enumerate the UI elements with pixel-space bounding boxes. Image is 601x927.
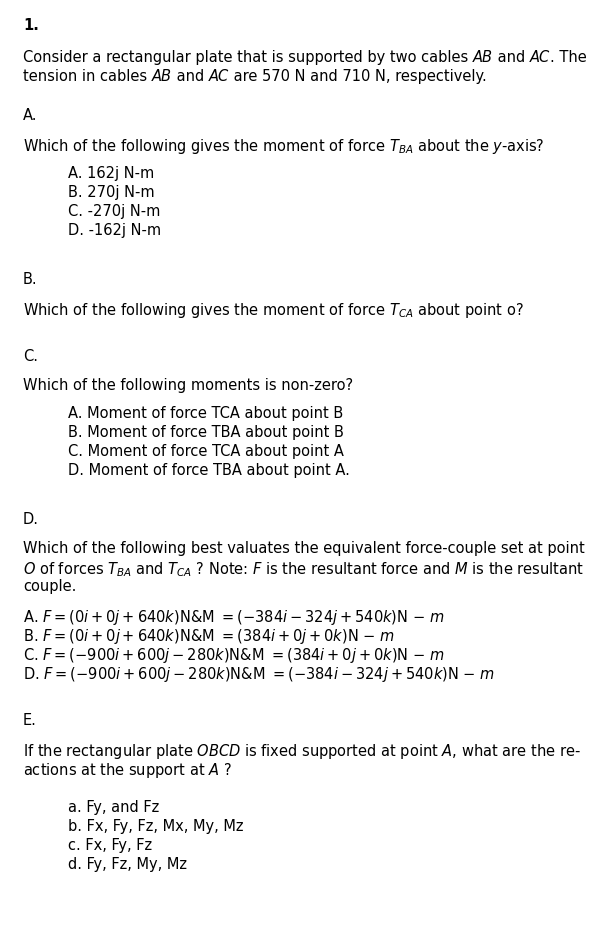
- Text: D. $F = (-900i + 600j - 280k)$N&M $= (-384i - 324j + 540k)$N $-$ $m$: D. $F = (-900i + 600j - 280k)$N&M $= (-3…: [23, 665, 495, 684]
- Text: are 570 N and 710 N, respectively.: are 570 N and 710 N, respectively.: [229, 69, 487, 84]
- Text: d. Fy, Fz, My, Mz: d. Fy, Fz, My, Mz: [68, 857, 187, 872]
- Text: A. $F = (0i + 0j + 640k)$N&M $= (-384i - 324j + 540k)$N $-$ $m$: A. $F = (0i + 0j + 640k)$N&M $= (-384i -…: [23, 608, 444, 627]
- Text: . The: . The: [550, 50, 587, 65]
- Text: b. Fx, Fy, Fz, Mx, My, Mz: b. Fx, Fy, Fz, Mx, My, Mz: [68, 819, 243, 834]
- Text: tension in cables: tension in cables: [23, 69, 151, 84]
- Text: AC: AC: [529, 50, 550, 65]
- Text: If the rectangular plate $OBCD$ is fixed supported at point $A$, what are the re: If the rectangular plate $OBCD$ is fixed…: [23, 742, 581, 761]
- Text: A. 162j N-m: A. 162j N-m: [68, 166, 154, 181]
- Text: AB: AB: [151, 69, 172, 84]
- Text: Consider a rectangular plate that is supported by two cables: Consider a rectangular plate that is sup…: [23, 50, 473, 65]
- Text: B. $F = (0i + 0j + 640k)$N&M $= (384i + 0j + 0k)$N $-$ $m$: B. $F = (0i + 0j + 640k)$N&M $= (384i + …: [23, 627, 395, 646]
- Text: c. Fx, Fy, Fz: c. Fx, Fy, Fz: [68, 838, 152, 853]
- Text: Which of the following gives the moment of force $T_{CA}$ about point o?: Which of the following gives the moment …: [23, 301, 523, 320]
- Text: A.: A.: [23, 108, 37, 123]
- Text: 1.: 1.: [23, 18, 39, 33]
- Text: B.: B.: [23, 272, 38, 287]
- Text: D.: D.: [23, 512, 39, 527]
- Text: C. -270j N-m: C. -270j N-m: [68, 204, 160, 219]
- Text: couple.: couple.: [23, 579, 76, 594]
- Text: B. 270j N-m: B. 270j N-m: [68, 185, 154, 200]
- Text: $O$ of forces $T_{BA}$ and $T_{CA}$ ? Note: $F$ is the resultant force and $M$ i: $O$ of forces $T_{BA}$ and $T_{CA}$ ? No…: [23, 560, 584, 578]
- Text: D. Moment of force TBA about point A.: D. Moment of force TBA about point A.: [68, 463, 350, 478]
- Text: Which of the following gives the moment of force $T_{BA}$ about the $y$-axis?: Which of the following gives the moment …: [23, 137, 545, 156]
- Text: a. Fy, and Fz: a. Fy, and Fz: [68, 800, 159, 815]
- Text: actions at the support at $A$ ?: actions at the support at $A$ ?: [23, 761, 232, 780]
- Text: B. Moment of force TBA about point B: B. Moment of force TBA about point B: [68, 425, 344, 440]
- Text: C. Moment of force TCA about point A: C. Moment of force TCA about point A: [68, 444, 344, 459]
- Text: and: and: [172, 69, 209, 84]
- Text: Which of the following best valuates the equivalent force-couple set at point: Which of the following best valuates the…: [23, 541, 585, 556]
- Text: D. -162j N-m: D. -162j N-m: [68, 223, 161, 238]
- Text: E.: E.: [23, 713, 37, 728]
- Text: C.: C.: [23, 349, 38, 364]
- Text: and: and: [493, 50, 529, 65]
- Text: A. Moment of force TCA about point B: A. Moment of force TCA about point B: [68, 406, 343, 421]
- Text: Which of the following moments is non-zero?: Which of the following moments is non-ze…: [23, 378, 353, 393]
- Text: AB: AB: [473, 50, 493, 65]
- Text: AC: AC: [209, 69, 229, 84]
- Text: C. $F = (-900i + 600j - 280k)$N&M $= (384i + 0j + 0k)$N $-$ $m$: C. $F = (-900i + 600j - 280k)$N&M $= (38…: [23, 646, 445, 665]
